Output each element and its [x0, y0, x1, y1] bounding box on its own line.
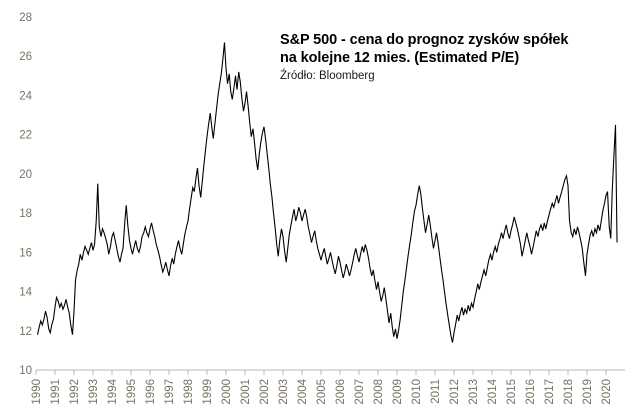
- x-axis-tick-label: 2010: [411, 379, 423, 405]
- x-axis-tick-label: 2009: [392, 379, 404, 405]
- x-axis-tick-label: 2011: [430, 379, 442, 404]
- x-axis-tick-label: 2001: [240, 379, 252, 405]
- x-axis-tick-label: 1997: [164, 379, 176, 405]
- chart-source-label: Źródło: Bloomberg: [280, 70, 375, 82]
- chart-title-line-2: na kolejne 12 mies. (Estimated P/E): [280, 50, 520, 66]
- x-axis-tick-label: 1991: [50, 379, 62, 405]
- x-axis-tick-label: 1993: [88, 379, 100, 405]
- x-axis-tick-label: 2000: [221, 379, 233, 405]
- chart-title-block: S&P 500 - cena do prognoz zysków spółek …: [280, 31, 632, 84]
- y-axis-tick-label: 16: [19, 247, 32, 259]
- x-axis-tick-label: 1994: [107, 378, 119, 404]
- x-axis-tick-label: 2008: [373, 379, 385, 405]
- x-axis-tick-label: 2015: [506, 379, 518, 405]
- x-axis: 1990 1991 1992 1993 1994 1995 1996 1997 1998 1999…: [31, 369, 625, 405]
- x-axis-tick-label: 1999: [202, 379, 214, 405]
- x-axis-tick-label: 2017: [544, 379, 556, 405]
- x-axis-tick-label: 2005: [316, 379, 328, 405]
- x-axis-tick-labels: 1990 1991 1992 1993 1994 1995 1996 1997 1998 1999…: [31, 378, 613, 404]
- x-axis-tick-label: 2003: [278, 379, 290, 405]
- y-axis-tick-label: 24: [19, 90, 32, 102]
- series-line-sp500-estimated-pe: [36, 42, 618, 343]
- x-axis-tick-label: 2020: [601, 379, 613, 405]
- y-axis-tick-label: 22: [19, 130, 32, 142]
- x-axis-tick-label: 1992: [69, 379, 81, 405]
- x-axis-ticks: [35, 370, 607, 375]
- x-axis-tick-label: 1995: [126, 379, 138, 405]
- x-axis-tick-label: 2014: [487, 378, 499, 404]
- x-axis-tick-label: 1990: [31, 379, 43, 405]
- x-axis-tick-label: 2013: [468, 379, 480, 405]
- y-axis-tick-label: 28: [19, 12, 32, 24]
- y-axis-tick-label: 20: [19, 169, 32, 181]
- x-axis-tick-label: 2002: [259, 379, 271, 405]
- y-axis-tick-label: 10: [19, 365, 32, 377]
- chart-title-line-1: S&P 500 - cena do prognoz zysków spółek: [280, 32, 569, 48]
- x-axis-tick-label: 2004: [297, 378, 309, 404]
- x-axis-tick-label: 2007: [354, 379, 366, 405]
- x-axis-tick-label: 2018: [563, 379, 575, 405]
- y-axis-tick-label: 18: [19, 208, 32, 220]
- y-axis-tick-label: 26: [19, 51, 32, 63]
- x-axis-tick-label: 2006: [335, 379, 347, 405]
- x-axis-tick-label: 2012: [449, 379, 461, 405]
- y-axis-tick-label: 14: [19, 287, 32, 299]
- x-axis-tick-label: 1996: [145, 379, 157, 405]
- x-axis-tick-label: 1998: [183, 379, 195, 405]
- x-axis-tick-label: 2019: [582, 379, 594, 405]
- y-axis-tick-labels: 10 12 14 16 18 20 22 24 26 28: [19, 12, 32, 377]
- y-axis-tick-label: 12: [19, 326, 32, 338]
- x-axis-tick-label: 2016: [525, 379, 537, 405]
